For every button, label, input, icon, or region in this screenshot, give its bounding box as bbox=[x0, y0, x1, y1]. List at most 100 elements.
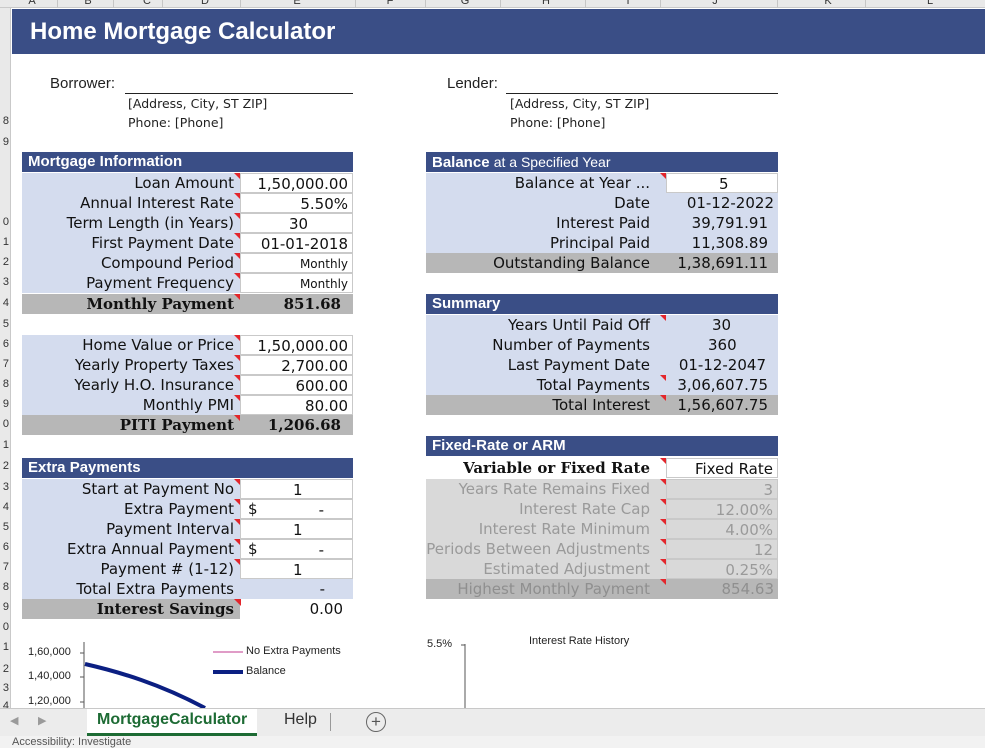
row-label: Last Payment Date bbox=[426, 355, 666, 375]
row-header[interactable]: 6 bbox=[2, 541, 9, 553]
periods-between-adjustments-input[interactable]: 12 bbox=[666, 539, 778, 559]
rate-type-select[interactable]: Fixed Rate bbox=[666, 458, 778, 478]
comment-marker-icon bbox=[234, 599, 241, 606]
row-header[interactable]: 4 bbox=[2, 297, 9, 309]
row-header[interactable]: 2 bbox=[2, 256, 9, 268]
balance-year-input[interactable]: 5 bbox=[666, 173, 778, 193]
borrower-name-field[interactable] bbox=[125, 93, 353, 94]
row-header[interactable]: 2 bbox=[2, 460, 9, 472]
column-header-i[interactable]: I bbox=[626, 0, 630, 7]
comment-marker-icon bbox=[234, 479, 241, 486]
column-header-a[interactable]: A bbox=[28, 0, 36, 7]
row-header[interactable]: 8 bbox=[2, 581, 9, 593]
row-label: Home Value or Price bbox=[22, 335, 240, 355]
compound-period-select[interactable]: Monthly bbox=[240, 253, 353, 273]
row-header[interactable]: 8 bbox=[2, 378, 9, 390]
comment-marker-icon bbox=[234, 173, 241, 180]
term-length-input[interactable]: 30 bbox=[240, 213, 353, 233]
row-label: Highest Monthly Payment bbox=[426, 579, 666, 599]
row-header[interactable]: 6 bbox=[2, 338, 9, 350]
column-header-e[interactable]: E bbox=[293, 0, 301, 7]
extra-payments-header: Extra Payments bbox=[22, 458, 353, 478]
payment-month-input[interactable]: 1 bbox=[240, 559, 353, 579]
row-label: Payment Interval bbox=[22, 519, 240, 539]
interest-paid-value: 39,791.91 bbox=[666, 213, 778, 233]
scroll-left-icon[interactable]: ◀ bbox=[10, 715, 19, 727]
column-header-g[interactable]: G bbox=[460, 0, 470, 7]
row-header[interactable]: 7 bbox=[2, 358, 9, 370]
comment-marker-icon bbox=[234, 233, 241, 240]
tab-help[interactable]: Help bbox=[284, 711, 317, 728]
borrower-phone[interactable]: Phone: [Phone] bbox=[128, 115, 224, 130]
interest-rate-minimum-input[interactable]: 4.00% bbox=[666, 519, 778, 539]
row-header[interactable]: 0 bbox=[2, 621, 9, 633]
years-until-paid-value: 30 bbox=[666, 315, 778, 335]
comment-marker-icon bbox=[660, 173, 667, 180]
outstanding-balance-row: Outstanding Balance 1,38,691.11 bbox=[426, 253, 778, 273]
row-header[interactable]: 9 bbox=[2, 601, 9, 613]
column-header-d[interactable]: D bbox=[201, 0, 209, 7]
column-header-l[interactable]: L bbox=[926, 0, 934, 7]
scroll-right-icon[interactable]: ▶ bbox=[38, 715, 47, 727]
interest-rate-cap-input[interactable]: 12.00% bbox=[666, 499, 778, 519]
extra-annual-payment-input[interactable]: - bbox=[240, 539, 353, 559]
row-header[interactable]: 4 bbox=[2, 501, 9, 513]
years-rate-fixed-input[interactable]: 3 bbox=[666, 479, 778, 499]
lender-phone[interactable]: Phone: [Phone] bbox=[510, 115, 606, 130]
status-text[interactable]: Accessibility: Investigate bbox=[12, 736, 132, 748]
currency-symbol: $ bbox=[248, 500, 258, 518]
interest-rate-input[interactable]: 5.50% bbox=[240, 193, 353, 213]
row-header[interactable]: 3 bbox=[2, 682, 9, 694]
row-header[interactable]: 4 bbox=[2, 700, 9, 712]
loan-amount-input[interactable]: 1,50,000.00 bbox=[240, 173, 353, 193]
monthly-pmi-input[interactable]: 80.00 bbox=[240, 395, 353, 415]
interest-savings-value: 0.00 bbox=[309, 600, 343, 618]
column-header-h[interactable]: H bbox=[542, 0, 550, 7]
row-header[interactable]: 8 bbox=[2, 115, 9, 127]
row-header[interactable]: 9 bbox=[2, 398, 9, 410]
balance-row: Balance at Year ... 5 bbox=[426, 173, 778, 193]
row-header[interactable]: 2 bbox=[2, 663, 9, 675]
home-value-input[interactable]: 1,50,000.00 bbox=[240, 335, 353, 355]
estimated-adjustment-input[interactable]: 0.25% bbox=[666, 559, 778, 579]
column-header-k[interactable]: K bbox=[824, 0, 832, 7]
tab-mortgage-calculator[interactable]: MortgageCalculator bbox=[87, 709, 258, 736]
row-header[interactable]: 1 bbox=[2, 641, 9, 653]
payment-interval-input[interactable]: 1 bbox=[240, 519, 353, 539]
row-header[interactable]: 1 bbox=[2, 236, 9, 248]
extra-payment-input[interactable]: - bbox=[240, 499, 353, 519]
start-payment-input[interactable]: 1 bbox=[240, 479, 353, 499]
lender-label: Lender: bbox=[447, 75, 498, 92]
column-header-c[interactable]: C bbox=[143, 0, 151, 7]
y-tick-label: 1,40,000 bbox=[28, 670, 71, 682]
piti-row: Yearly H.O. Insurance 600.00 bbox=[22, 375, 353, 395]
row-header[interactable]: 5 bbox=[2, 521, 9, 533]
row-header[interactable]: 7 bbox=[2, 561, 9, 573]
add-sheet-plus-icon[interactable]: + bbox=[366, 712, 386, 732]
column-header-f[interactable]: F bbox=[386, 0, 394, 7]
row-header[interactable]: 9 bbox=[2, 136, 9, 148]
row-header[interactable]: 1 bbox=[2, 439, 9, 451]
row-label: Principal Paid bbox=[426, 233, 666, 253]
payment-frequency-select[interactable]: Monthly bbox=[240, 273, 353, 293]
mortgage-row: First Payment Date 01-01-2018 bbox=[22, 233, 353, 253]
lender-address[interactable]: [Address, City, ST ZIP] bbox=[510, 96, 650, 111]
first-payment-date-input[interactable]: 01-01-2018 bbox=[240, 233, 353, 253]
comment-marker-icon bbox=[234, 415, 241, 422]
lender-name-field[interactable] bbox=[506, 93, 778, 94]
borrower-address[interactable]: [Address, City, ST ZIP] bbox=[128, 96, 268, 111]
row-header[interactable]: 5 bbox=[2, 318, 9, 330]
column-header-b[interactable]: B bbox=[84, 0, 92, 7]
row-header[interactable]: 3 bbox=[2, 481, 9, 493]
row-header[interactable]: 3 bbox=[2, 276, 9, 288]
row-header[interactable]: 0 bbox=[2, 418, 9, 430]
property-taxes-input[interactable]: 2,700.00 bbox=[240, 355, 353, 375]
row-label: Compound Period bbox=[22, 253, 240, 273]
row-label: Date bbox=[426, 193, 666, 213]
summary-row: Years Until Paid Off 30 bbox=[426, 315, 778, 335]
column-header-j[interactable]: J bbox=[712, 0, 718, 7]
ho-insurance-input[interactable]: 600.00 bbox=[240, 375, 353, 395]
page-title: Home Mortgage Calculator bbox=[30, 18, 336, 45]
row-header[interactable]: 0 bbox=[2, 216, 9, 228]
balance-row: Date 01-12-2022 bbox=[426, 193, 778, 213]
